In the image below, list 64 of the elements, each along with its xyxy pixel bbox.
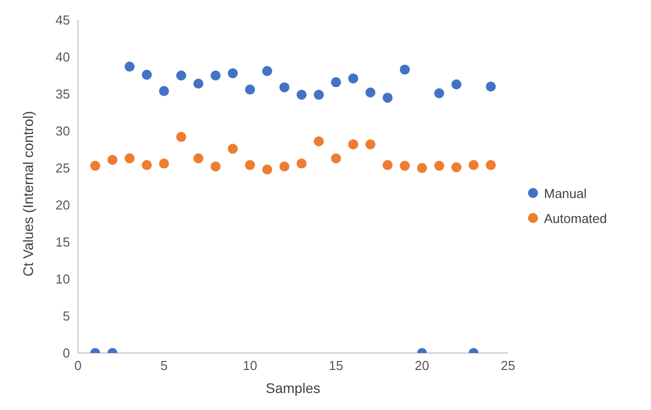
x-tick-label: 0 — [74, 358, 82, 374]
y-tick-label: 30 — [56, 124, 70, 139]
point — [314, 90, 324, 100]
point — [382, 92, 393, 103]
point — [176, 70, 186, 80]
point — [193, 78, 204, 89]
point — [124, 62, 135, 72]
y-tick-label: 25 — [56, 160, 70, 176]
point — [245, 84, 255, 95]
x-tick-label: 20 — [414, 358, 430, 374]
point — [434, 88, 444, 98]
point — [348, 139, 358, 150]
point — [107, 154, 118, 165]
x-tick-label: 5 — [160, 358, 168, 374]
point — [262, 66, 272, 76]
y-tick-label: 40 — [56, 50, 70, 65]
x-tick-label: 15 — [328, 358, 344, 374]
point — [228, 144, 238, 154]
legend-label: Manual — [544, 186, 587, 200]
point — [296, 158, 307, 169]
point — [279, 82, 290, 92]
y-tick-label: 10 — [56, 272, 70, 287]
point — [296, 90, 307, 100]
point — [210, 70, 221, 80]
point — [314, 136, 324, 146]
point — [348, 73, 358, 84]
y-axis-title: Ct Values (Internal control) — [20, 111, 36, 276]
y-tick-label: 35 — [56, 86, 70, 102]
point — [176, 132, 186, 142]
point — [90, 160, 100, 171]
point — [331, 77, 341, 88]
legend-label: Automated — [544, 210, 607, 226]
y-tick-label: 45 — [56, 12, 70, 28]
y-tick-label: 0 — [62, 346, 70, 361]
y-tick-label: 20 — [56, 198, 70, 213]
point — [159, 158, 169, 169]
point — [142, 70, 152, 80]
point — [417, 163, 427, 173]
point — [124, 153, 135, 164]
point — [193, 153, 204, 164]
point — [142, 160, 152, 170]
point — [400, 160, 410, 171]
point — [365, 88, 376, 98]
point — [245, 160, 255, 170]
point — [468, 160, 479, 170]
point — [434, 160, 444, 171]
x-axis-title: Samples — [266, 380, 320, 396]
point — [451, 79, 462, 90]
point — [365, 139, 376, 150]
x-tick-label: 25 — [500, 358, 516, 374]
point — [210, 162, 221, 172]
point — [159, 86, 169, 96]
point — [262, 164, 272, 174]
point — [228, 68, 238, 78]
point — [400, 64, 410, 75]
point — [331, 153, 341, 164]
point — [279, 162, 290, 172]
x-tick-label: 10 — [242, 358, 258, 374]
y-tick-label: 5 — [62, 308, 70, 324]
point — [451, 162, 462, 172]
y-tick-label: 15 — [56, 234, 70, 250]
point — [486, 160, 496, 170]
point — [486, 82, 496, 92]
point — [382, 160, 393, 170]
